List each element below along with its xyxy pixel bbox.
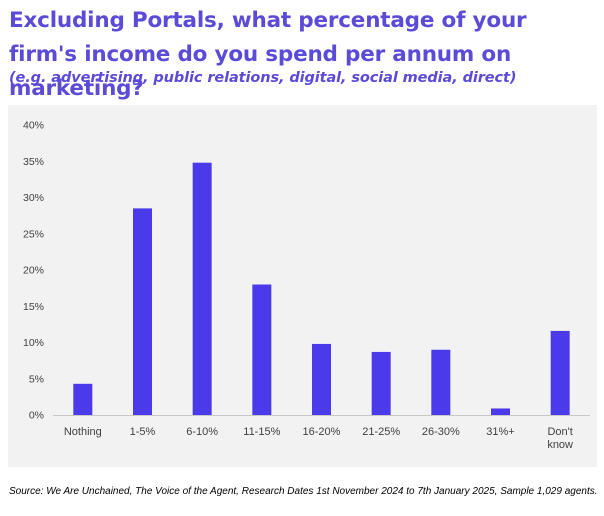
y-tick-label: 20% <box>23 265 44 277</box>
bar <box>192 162 212 415</box>
bar <box>431 349 451 415</box>
bar <box>73 383 93 415</box>
x-tick-label: 11-15% <box>243 426 280 438</box>
chart-subtitle: (e.g. advertising, public relations, dig… <box>9 70 517 86</box>
y-tick-label: 35% <box>23 156 44 168</box>
x-tick-label: know <box>547 439 573 451</box>
chart-panel: 0% 5% 10% 15% 20% 25% 30% 35% 40% Nothing 1-5% 6-10… <box>8 105 597 467</box>
bar <box>252 284 272 415</box>
y-tick-label: 15% <box>23 301 44 313</box>
y-tick-label: 25% <box>23 228 44 240</box>
bar <box>312 343 331 415</box>
x-tick-label: Don't <box>547 426 572 438</box>
bar <box>491 408 510 415</box>
x-tick-label: 16-20% <box>303 426 341 438</box>
y-tick-label: 30% <box>23 192 44 204</box>
x-tick-label: 1-5% <box>130 426 156 438</box>
x-tick-label: 21-25% <box>362 426 400 438</box>
chart-title: Excluding Portals, what percentage of yo… <box>9 8 527 101</box>
bar-chart: 0% 5% 10% 15% 20% 25% 30% 35% 40% Nothing 1-5% 6-10… <box>23 120 590 451</box>
y-tick-label: 0% <box>29 410 44 422</box>
y-tick-label: 10% <box>23 337 44 349</box>
x-tick-label: 26-30% <box>422 426 460 438</box>
x-tick-label: Nothing <box>64 426 102 438</box>
bar <box>133 208 152 415</box>
bar <box>371 351 391 415</box>
y-tick-label: 40% <box>23 120 44 132</box>
x-tick-label: 31%+ <box>486 426 514 438</box>
bar <box>550 330 570 415</box>
source-note: Source: We Are Unchained, The Voice of t… <box>9 486 598 497</box>
x-tick-label: 6-10% <box>186 426 218 438</box>
y-tick-label: 5% <box>29 373 44 385</box>
